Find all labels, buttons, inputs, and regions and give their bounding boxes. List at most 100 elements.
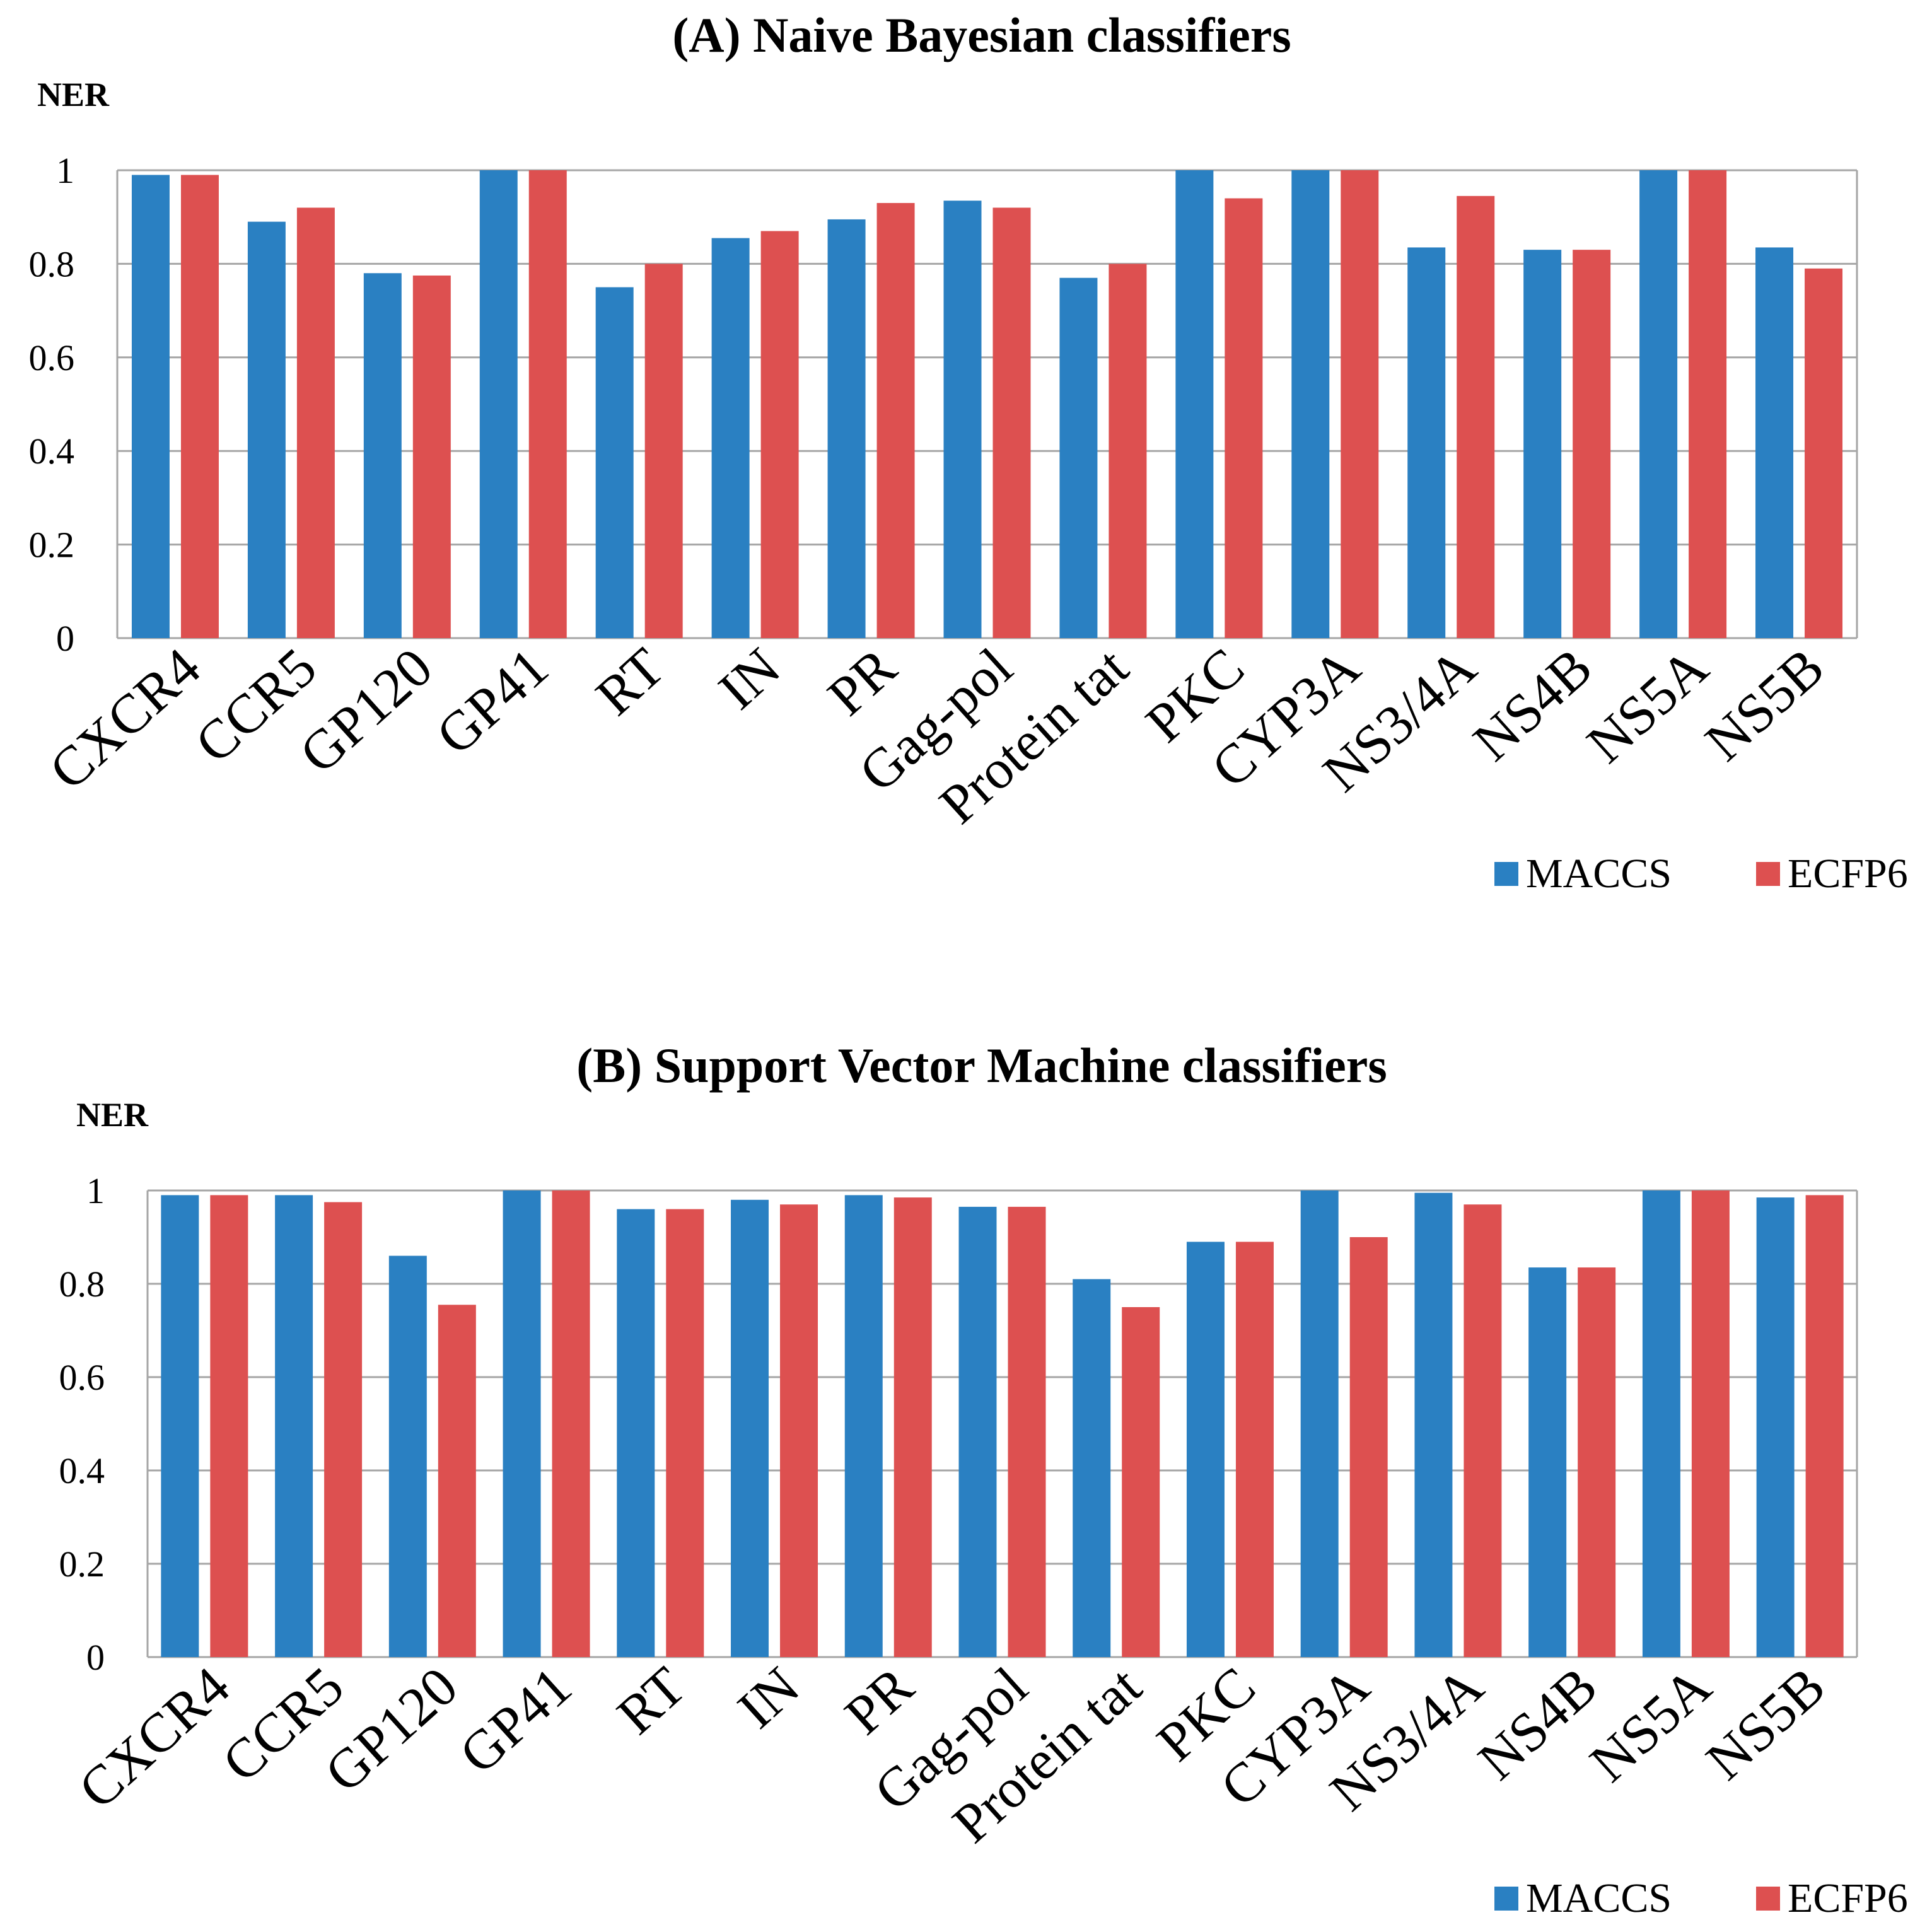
x-tick-label: GP120 <box>289 637 445 786</box>
bar-ecfp6-gag-pol <box>1008 1206 1046 1657</box>
chart-title: (B) Support Vector Machine classifiers <box>576 1038 1387 1093</box>
x-tick-label: PR <box>817 637 908 728</box>
bar-maccs-pr <box>827 219 866 638</box>
bar-maccs-cyp3a <box>1300 1190 1339 1657</box>
bar-ecfp6-cxcr4 <box>210 1195 248 1657</box>
y-tick-label: 1 <box>86 1170 105 1211</box>
legend-swatch-ecfp6 <box>1756 862 1780 886</box>
x-tick-label: GP41 <box>448 1656 583 1786</box>
x-tick-label: IN <box>707 637 792 721</box>
bar-ecfp6-ns5b <box>1805 268 1843 638</box>
bar-ecfp6-ns3-4a <box>1464 1204 1502 1657</box>
x-tick-label: NS4B <box>1467 1656 1609 1792</box>
y-tick-label: 0.6 <box>29 337 75 378</box>
bar-ecfp6-rt <box>644 264 683 638</box>
x-tick-label: CXCR4 <box>38 637 212 802</box>
bar-maccs-cyp3a <box>1291 170 1330 638</box>
x-tick-label: GP41 <box>425 637 560 767</box>
bar-ecfp6-in <box>760 231 799 639</box>
bar-ecfp6-ns4b <box>1578 1267 1616 1657</box>
chart-title: (A) Naive Bayesian classifiers <box>672 8 1291 62</box>
bar-maccs-ccr5 <box>275 1195 313 1657</box>
bar-ecfp6-gag-pol <box>992 207 1031 638</box>
bar-maccs-ccr5 <box>247 221 286 638</box>
bar-ecfp6-pkc <box>1225 198 1263 638</box>
x-tick-label: NS4B <box>1462 637 1604 773</box>
bar-ecfp6-ns4b <box>1573 250 1611 638</box>
bar-maccs-in <box>731 1199 769 1657</box>
bar-ecfp6-cyp3a <box>1349 1237 1388 1657</box>
bar-ecfp6-in <box>780 1204 818 1657</box>
x-tick-label: NS5B <box>1695 1656 1837 1792</box>
y-axis-label: NER <box>37 76 110 113</box>
bar-ecfp6-cyp3a <box>1341 170 1379 638</box>
bar-ecfp6-ns5a <box>1689 170 1727 638</box>
y-tick-label: 0 <box>86 1637 105 1678</box>
x-tick-label: NS5B <box>1694 637 1836 773</box>
bar-ecfp6-protein-tat <box>1122 1307 1160 1657</box>
y-tick-label: 0 <box>56 618 74 659</box>
bar-maccs-ns5a <box>1639 170 1678 638</box>
bar-maccs-ns3-4a <box>1414 1192 1453 1657</box>
bar-ecfp6-pr <box>876 202 915 638</box>
bar-maccs-ns3-4a <box>1407 247 1446 638</box>
y-tick-label: 0.4 <box>29 431 75 472</box>
legend-label-maccs: MACCS <box>1526 851 1672 897</box>
y-tick-label: 0.2 <box>29 525 75 566</box>
legend-label-ecfp6: ECFP6 <box>1788 1875 1908 1921</box>
bar-ecfp6-gp41 <box>528 170 567 638</box>
y-tick-label: 0.4 <box>59 1450 105 1491</box>
bar-maccs-pkc <box>1175 170 1214 638</box>
bar-ecfp6-gp120 <box>438 1305 476 1657</box>
bar-ecfp6-rt <box>666 1209 704 1657</box>
bar-maccs-ns4b <box>1523 250 1562 638</box>
bar-ecfp6-ns5b <box>1805 1195 1844 1657</box>
bar-ecfp6-gp120 <box>412 275 451 638</box>
bar-maccs-protein-tat <box>1073 1279 1111 1657</box>
bar-ecfp6-ccr5 <box>324 1202 363 1657</box>
bar-maccs-cxcr4 <box>131 175 170 638</box>
bar-maccs-ns5a <box>1642 1190 1680 1657</box>
bar-maccs-rt <box>595 287 634 638</box>
bar-maccs-protein-tat <box>1059 277 1098 638</box>
bar-maccs-gp41 <box>479 170 518 638</box>
legend-label-maccs: MACCS <box>1526 1875 1672 1921</box>
legend-swatch-maccs <box>1494 862 1518 886</box>
bar-ecfp6-pkc <box>1235 1242 1274 1657</box>
y-tick-label: 0.8 <box>59 1264 105 1305</box>
bar-maccs-gp120 <box>388 1255 427 1657</box>
x-tick-label: RT <box>585 637 677 728</box>
bar-ecfp6-protein-tat <box>1109 264 1147 638</box>
bar-ecfp6-ns3-4a <box>1457 195 1495 638</box>
bar-ecfp6-ns5a <box>1691 1190 1730 1657</box>
x-tick-label: NS5A <box>1579 1656 1723 1794</box>
bar-ecfp6-pr <box>893 1197 932 1657</box>
bar-ecfp6-gp41 <box>552 1190 590 1657</box>
x-tick-label: CXCR4 <box>67 1656 242 1821</box>
y-axis-label: NER <box>76 1096 149 1134</box>
y-tick-label: 0.8 <box>29 243 75 284</box>
bar-maccs-ns5b <box>1756 1197 1795 1657</box>
y-tick-label: 1 <box>56 150 74 191</box>
bar-maccs-ns5b <box>1755 247 1794 638</box>
panel-a: (A) Naive Bayesian classifiers NER 0 0.2 0.4… <box>29 8 1908 897</box>
bar-maccs-ns4b <box>1528 1267 1567 1657</box>
y-tick-label: 0.2 <box>59 1544 105 1585</box>
bar-maccs-gp41 <box>503 1190 541 1657</box>
legend-label-ecfp6: ECFP6 <box>1788 851 1908 897</box>
bar-maccs-gag-pol <box>943 201 982 639</box>
bar-maccs-cxcr4 <box>161 1195 199 1657</box>
legend-swatch-maccs <box>1494 1887 1518 1911</box>
bar-maccs-pr <box>844 1195 883 1657</box>
bar-maccs-pkc <box>1186 1242 1225 1657</box>
x-tick-label: RT <box>606 1656 697 1747</box>
x-tick-label: GP120 <box>314 1656 470 1805</box>
bar-maccs-gag-pol <box>958 1206 997 1657</box>
panel-b: (B) Support Vector Machine classifiers NE… <box>59 1038 1908 1921</box>
y-tick-label: 0.6 <box>59 1357 105 1398</box>
x-tick-label: IN <box>727 1656 812 1740</box>
legend-swatch-ecfp6 <box>1756 1887 1780 1911</box>
x-tick-label: NS5A <box>1576 637 1720 775</box>
bar-maccs-rt <box>617 1209 655 1657</box>
